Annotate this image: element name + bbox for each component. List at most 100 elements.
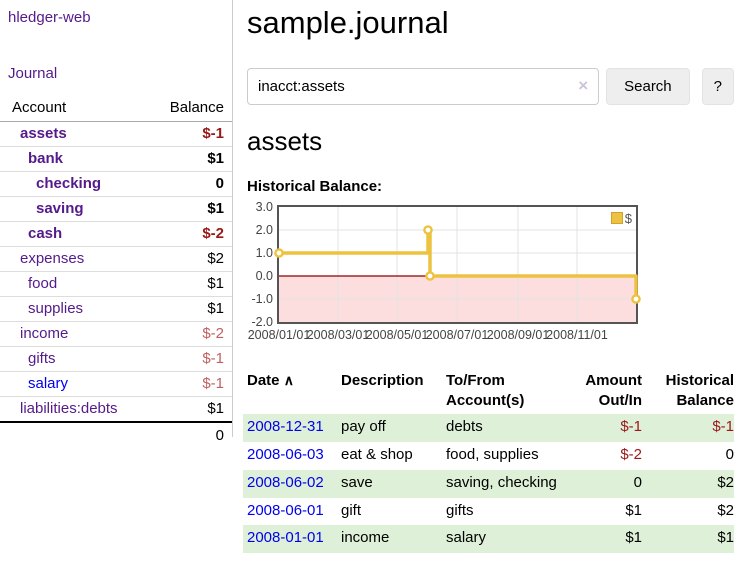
account-balance: $-1: [145, 371, 232, 397]
y-tick-label: 2.0: [255, 222, 273, 237]
account-heading: assets: [247, 125, 323, 156]
transaction-balance: $-1: [712, 418, 734, 436]
page-title: sample.journal: [247, 5, 449, 40]
register-table: Date ∧ Description To/From Account(s) Am…: [243, 369, 734, 554]
transaction-balance: $1: [717, 529, 734, 547]
help-button[interactable]: ?: [701, 67, 734, 105]
account-row: saving $1: [0, 196, 232, 222]
register-row: 2008-06-02 save saving, checking 0 $2: [243, 469, 734, 498]
account-row: liabilities:debts $1: [0, 396, 232, 422]
transaction-accounts: food, supplies: [446, 446, 539, 464]
historical-balance-chart: 3.0 2.0 1.0 0.0 -1.0 -2.0: [247, 201, 647, 349]
transaction-amount: $-2: [620, 446, 642, 464]
account-row: food $1: [0, 271, 232, 297]
transaction-date-link[interactable]: 2008-06-01: [247, 501, 324, 519]
main-content: sample.journal × Search ? assets Histori…: [243, 0, 734, 554]
account-balance: 0: [145, 171, 232, 197]
account-row: expenses $2: [0, 246, 232, 272]
search-form: × Search ?: [247, 67, 734, 105]
register-row: 2008-01-01 income salary $1 $1: [243, 525, 734, 554]
transaction-balance: 0: [725, 446, 734, 464]
transaction-accounts: saving, checking: [446, 473, 557, 491]
register-row: 2008-06-01 gift gifts $1 $2: [243, 498, 734, 526]
account-row: supplies $1: [0, 296, 232, 322]
x-tick-label: 2008/07/01: [425, 327, 489, 342]
register-row: 2008-06-03 eat & shop food, supplies $-2…: [243, 442, 734, 470]
account-row: cash $-2: [0, 221, 232, 247]
register-row: 2008-12-31 pay off debts $-1 $-1: [243, 414, 734, 443]
date-col-header[interactable]: Date ∧: [247, 371, 294, 389]
x-tick-label: 2008/11/01: [546, 327, 608, 342]
description-col-header: Description: [341, 371, 424, 389]
sort-ascending-icon: ∧: [283, 371, 294, 388]
x-tick-label: 2008/09/01: [486, 327, 550, 342]
account-row: income $-2: [0, 321, 232, 347]
account-row: salary $-1: [0, 371, 232, 397]
account-link-salary[interactable]: salary: [28, 375, 69, 392]
y-tick-label: -1.0: [251, 291, 273, 306]
app-brand-link[interactable]: hledger-web: [8, 9, 91, 26]
transaction-amount: $1: [625, 529, 642, 547]
chart-plot-area: $: [274, 204, 641, 324]
account-link-checking[interactable]: checking: [36, 175, 102, 192]
legend-swatch-icon: [610, 212, 623, 225]
transaction-accounts: debts: [446, 418, 483, 436]
chart-title: Historical Balance:: [247, 177, 383, 195]
account-balance: $-2: [145, 321, 232, 347]
x-tick-label: 2008/05/01: [365, 327, 429, 342]
account-link-saving[interactable]: saving: [36, 200, 84, 217]
transaction-description: pay off: [341, 418, 386, 436]
account-row: checking 0: [0, 171, 232, 197]
transaction-date-link[interactable]: 2008-12-31: [247, 418, 324, 436]
accounts-total-row: 0: [0, 421, 232, 448]
sidebar: hledger-web Journal Account Balance asse…: [0, 0, 232, 448]
account-link-liabilities-debts[interactable]: liabilities:debts: [20, 400, 118, 417]
balance-col-header: Historical Balance: [665, 371, 734, 410]
account-link-assets[interactable]: assets: [20, 125, 67, 142]
transaction-date-link[interactable]: 2008-06-03: [247, 446, 324, 464]
account-row: assets $-1: [0, 121, 232, 147]
x-tick-label: 2008/01/01: [247, 327, 311, 342]
account-balance: $2: [145, 246, 232, 272]
nav-journal-link[interactable]: Journal: [8, 65, 58, 82]
chart-canvas: [274, 206, 641, 322]
account-balance: $-1: [145, 121, 232, 147]
account-balance: $1: [145, 271, 232, 297]
balance-col-header: Balance: [145, 95, 232, 122]
transaction-date-link[interactable]: 2008-06-02: [247, 473, 324, 491]
data-point-markers: [274, 225, 641, 304]
accounts-table: Account Balance assets $-1 bank $1 check…: [0, 95, 232, 448]
transaction-description: gift: [341, 501, 362, 519]
register-header-row: Date ∧ Description To/From Account(s) Am…: [243, 369, 734, 415]
transaction-amount: $1: [625, 501, 642, 519]
y-tick-label: 3.0: [255, 199, 273, 214]
account-row: gifts $-1: [0, 346, 232, 372]
clear-search-icon[interactable]: ×: [578, 76, 589, 96]
account-link-gifts[interactable]: gifts: [28, 350, 56, 367]
account-link-supplies[interactable]: supplies: [28, 300, 84, 317]
account-balance: $1: [145, 146, 232, 172]
transaction-date-link[interactable]: 2008-01-01: [247, 529, 324, 547]
account-row: bank $1: [0, 146, 232, 172]
legend-label: $: [624, 210, 632, 226]
account-link-income[interactable]: income: [20, 325, 69, 342]
transaction-balance: $2: [717, 473, 734, 491]
accounts-col-header: To/From Account(s): [446, 371, 525, 410]
account-balance: $-1: [145, 346, 232, 372]
y-tick-label: -2.0: [251, 314, 273, 329]
transaction-amount: 0: [633, 473, 642, 491]
chart-legend: $: [610, 210, 632, 226]
accounts-table-header: Account Balance: [0, 95, 232, 122]
transaction-description: save: [341, 473, 373, 491]
transaction-accounts: gifts: [446, 501, 474, 519]
account-link-food[interactable]: food: [28, 275, 58, 292]
account-link-bank[interactable]: bank: [28, 150, 64, 167]
amount-col-header: Amount Out/In: [585, 371, 642, 410]
account-balance: $1: [145, 196, 232, 222]
transaction-accounts: salary: [446, 529, 487, 547]
account-link-cash[interactable]: cash: [28, 225, 63, 242]
search-input[interactable]: [247, 67, 600, 105]
y-tick-label: 1.0: [255, 245, 273, 260]
account-link-expenses[interactable]: expenses: [20, 250, 85, 267]
search-button[interactable]: Search: [606, 67, 690, 105]
